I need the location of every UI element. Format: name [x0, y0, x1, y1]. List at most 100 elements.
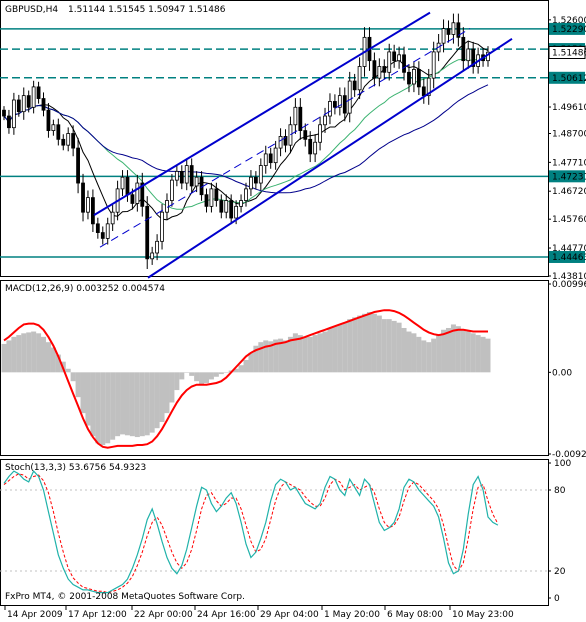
candle-body [95, 223, 100, 233]
candle-body [357, 66, 362, 91]
candle-body [7, 115, 11, 129]
macd-bar [381, 319, 387, 373]
macd-bar [134, 372, 140, 438]
price-tick-label: 1.49610 [552, 103, 586, 113]
macd-bar [470, 333, 476, 373]
candle-body [31, 86, 36, 108]
candle-body [199, 176, 204, 196]
candle-body [397, 54, 402, 62]
candle-body [2, 109, 6, 117]
candle-body [36, 86, 41, 99]
channel-mid-line [99, 28, 471, 248]
macd-bar [460, 329, 466, 373]
candle-body [431, 51, 436, 79]
macd-bar [213, 372, 219, 377]
macd-bar [11, 336, 17, 373]
macd-bar [95, 372, 101, 444]
macd-bar [105, 372, 111, 444]
macd-bar [199, 372, 205, 385]
macd-bar [307, 336, 313, 373]
time-tick-label: 22 Apr 00:00 [134, 610, 193, 620]
candle-body [61, 138, 66, 146]
macd-bar [327, 327, 333, 373]
macd-bar [297, 335, 303, 373]
candle-body [258, 165, 263, 184]
price-tick-label: 1.50612 [552, 74, 586, 84]
candle-body [46, 109, 51, 131]
candle-body [392, 51, 397, 62]
macd-bar [292, 333, 298, 373]
candle-body [71, 133, 76, 149]
macd-signal-line [3, 309, 488, 449]
macd-bar [371, 313, 377, 373]
ohlc-label: 1.51144 1.51545 1.50947 1.51486 [68, 5, 226, 15]
macd-bar [110, 372, 116, 440]
price-axis: 1.526001.522901.515981.514801.506121.496… [548, 16, 586, 282]
price-panel[interactable]: GBPUSD,H4 1.51144 1.51545 1.50947 1.5148… [0, 0, 586, 283]
macd-bar [80, 372, 86, 414]
candle-body [184, 165, 189, 184]
macd-panel-frame [0, 280, 549, 456]
macd-bar [302, 336, 308, 373]
price-tick-label: 1.47710 [552, 158, 586, 168]
macd-bar [139, 372, 145, 437]
macd-bar [337, 324, 343, 373]
candle-body [189, 165, 194, 187]
candle-body [26, 95, 31, 108]
macd-panel[interactable]: MACD(12,26,9) 0.003252 0.004574 0.009960… [0, 280, 586, 460]
stoch-lines [3, 470, 499, 594]
stoch-tick-label: 20 [554, 567, 566, 577]
price-tick-label: 1.45760 [552, 215, 586, 225]
channel-lower-line [147, 37, 513, 279]
candle-body [337, 95, 342, 108]
price-tick-label: 1.43810 [552, 272, 586, 282]
macd-tick-label: 0.00996 [552, 280, 586, 290]
candle-body [125, 176, 130, 196]
macd-bar [366, 312, 372, 373]
macd-histogram [1, 312, 491, 446]
trend-channel[interactable] [93, 11, 513, 279]
candle-body [313, 141, 318, 155]
macd-bar [352, 317, 358, 373]
candle-body [387, 51, 392, 73]
macd-bar [31, 331, 37, 373]
candlesticks [2, 13, 490, 270]
macd-bar [268, 341, 274, 373]
stoch-panel[interactable]: Stoch(13,3,3) 53.6756 54.9323 FxPro MT4,… [0, 459, 571, 606]
candle-body [342, 95, 347, 114]
time-tick-label: 10 May 23:00 [452, 610, 514, 620]
candle-body [332, 101, 337, 108]
candle-body [249, 176, 253, 190]
price-tick-label: 1.48700 [552, 130, 586, 140]
candle-body [263, 153, 268, 166]
macd-bar [75, 372, 81, 398]
macd-bar [6, 340, 12, 373]
macd-bar [475, 335, 481, 373]
macd-bar [120, 372, 126, 435]
macd-bar [65, 368, 71, 373]
macd-bar [421, 340, 427, 373]
candle-body [402, 54, 406, 73]
candle-body [278, 136, 283, 149]
candle-body [461, 36, 466, 62]
candle-body [174, 170, 179, 181]
stoch-main-line [3, 470, 499, 594]
macd-bar [218, 372, 224, 375]
candle-body [209, 188, 214, 207]
macd-bar [169, 372, 175, 403]
macd-bar [431, 338, 437, 373]
macd-bar [342, 322, 348, 373]
stoch-tick-label: 0 [554, 594, 560, 604]
price-tick-label: 1.52600 [552, 16, 586, 26]
stoch-axis: 100 80 20 0 [548, 459, 571, 604]
macd-bar [273, 339, 279, 373]
macd-bar [450, 324, 456, 373]
macd-bar [85, 372, 91, 426]
macd-bar [485, 338, 491, 373]
candle-body [372, 60, 377, 79]
macd-bar [238, 365, 244, 373]
candle-body [268, 153, 273, 164]
copyright-text: FxPro MT4, © 2001-2008 MetaQuotes Softwa… [5, 592, 245, 602]
candle-body [219, 200, 224, 213]
macd-bar [100, 372, 106, 446]
